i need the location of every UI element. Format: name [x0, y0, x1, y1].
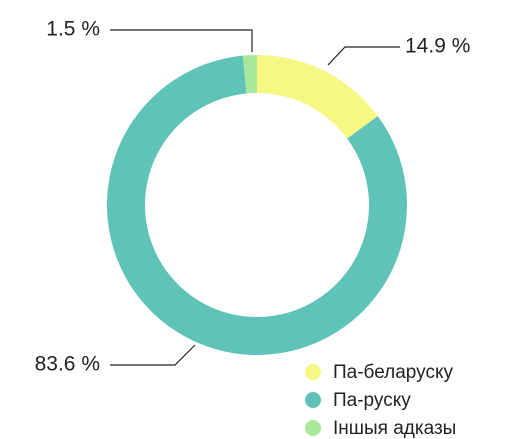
leader-line [110, 29, 253, 52]
leader-line [110, 344, 196, 366]
legend-swatch [305, 364, 321, 380]
value-label: 14.9 % [405, 35, 470, 58]
legend-swatch [305, 420, 321, 436]
value-label: 1.5 % [46, 18, 100, 41]
donut-segment [242, 55, 257, 94]
value-label: 83.6 % [35, 353, 100, 376]
leader-line [327, 46, 400, 66]
legend-swatch [305, 392, 321, 408]
legend-label: Па-руску [333, 390, 411, 411]
donut-segment [257, 55, 378, 139]
legend-label: Іншыя адказы [333, 418, 456, 439]
legend-label: Па-беларуску [333, 362, 453, 383]
